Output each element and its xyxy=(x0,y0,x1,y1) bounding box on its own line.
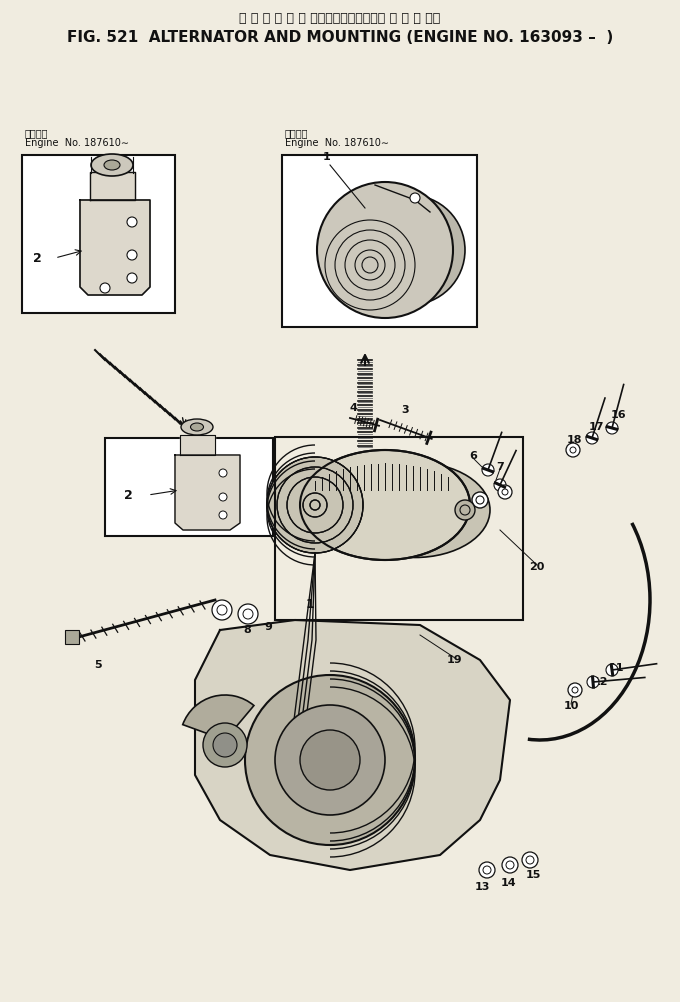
Circle shape xyxy=(100,283,110,293)
Text: 9: 9 xyxy=(264,622,272,632)
Ellipse shape xyxy=(181,419,213,435)
Bar xyxy=(105,438,273,536)
Circle shape xyxy=(355,195,465,305)
Text: Engine  No. 187610∼: Engine No. 187610∼ xyxy=(285,138,389,148)
Circle shape xyxy=(482,464,494,476)
Ellipse shape xyxy=(340,463,490,557)
Text: 17: 17 xyxy=(588,422,604,432)
Bar xyxy=(65,630,79,644)
Text: 7: 7 xyxy=(496,462,504,472)
Circle shape xyxy=(267,457,363,553)
Circle shape xyxy=(203,723,247,767)
Circle shape xyxy=(606,664,618,676)
Text: 15: 15 xyxy=(526,870,541,880)
Text: 18: 18 xyxy=(566,435,582,445)
Ellipse shape xyxy=(300,450,470,560)
Polygon shape xyxy=(80,200,150,295)
Circle shape xyxy=(213,733,237,757)
Text: 14: 14 xyxy=(500,878,516,888)
Circle shape xyxy=(127,250,137,260)
Text: 2: 2 xyxy=(33,252,41,265)
Text: 1: 1 xyxy=(323,152,330,162)
Text: 12: 12 xyxy=(592,677,608,687)
Text: Engine  No. 187610∼: Engine No. 187610∼ xyxy=(25,138,129,148)
Text: 3: 3 xyxy=(401,405,409,415)
Circle shape xyxy=(606,422,618,434)
Text: 5: 5 xyxy=(95,660,102,670)
Circle shape xyxy=(587,676,599,688)
Bar xyxy=(22,155,175,313)
Circle shape xyxy=(479,862,495,878)
Ellipse shape xyxy=(91,154,133,176)
Circle shape xyxy=(127,217,137,227)
Text: 4: 4 xyxy=(349,403,357,413)
Circle shape xyxy=(498,485,512,499)
Ellipse shape xyxy=(190,423,203,431)
Circle shape xyxy=(300,730,360,790)
Circle shape xyxy=(502,857,518,873)
Circle shape xyxy=(219,469,227,477)
Ellipse shape xyxy=(104,160,120,170)
Circle shape xyxy=(275,705,385,815)
Text: 1: 1 xyxy=(305,598,314,611)
Circle shape xyxy=(245,675,415,845)
Text: 13: 13 xyxy=(475,882,490,892)
Polygon shape xyxy=(180,435,215,455)
Circle shape xyxy=(212,600,232,620)
Polygon shape xyxy=(175,455,240,530)
Circle shape xyxy=(238,604,258,624)
Circle shape xyxy=(494,479,506,491)
Text: 19: 19 xyxy=(447,655,463,665)
Circle shape xyxy=(586,432,598,444)
Text: 2: 2 xyxy=(124,489,133,501)
Circle shape xyxy=(127,273,137,283)
Text: 20: 20 xyxy=(529,562,545,572)
Text: 11: 11 xyxy=(608,663,624,673)
Circle shape xyxy=(568,683,582,697)
Circle shape xyxy=(410,193,420,203)
Text: FIG. 521  ALTERNATOR AND MOUNTING (ENGINE NO. 163093 –  ): FIG. 521 ALTERNATOR AND MOUNTING (ENGINE… xyxy=(67,30,613,45)
Text: 8: 8 xyxy=(243,625,251,635)
Circle shape xyxy=(219,511,227,519)
Circle shape xyxy=(566,443,580,457)
Text: オ ル タ ネ ー タ およびマウンティング 適 用 号 機・: オ ル タ ネ ー タ およびマウンティング 適 用 号 機・ xyxy=(239,12,441,25)
Polygon shape xyxy=(90,172,135,200)
Text: 適用号機: 適用号機 xyxy=(285,128,309,138)
Text: 10: 10 xyxy=(563,701,579,711)
Circle shape xyxy=(522,852,538,868)
Circle shape xyxy=(317,182,453,318)
Circle shape xyxy=(455,500,475,520)
Text: 適用号機: 適用号機 xyxy=(25,128,48,138)
Bar xyxy=(275,437,523,620)
Bar xyxy=(282,155,477,327)
Text: 16: 16 xyxy=(610,410,626,420)
Polygon shape xyxy=(195,620,510,870)
Circle shape xyxy=(219,493,227,501)
Circle shape xyxy=(472,492,488,508)
Wedge shape xyxy=(183,695,254,740)
Text: 6: 6 xyxy=(469,451,477,461)
